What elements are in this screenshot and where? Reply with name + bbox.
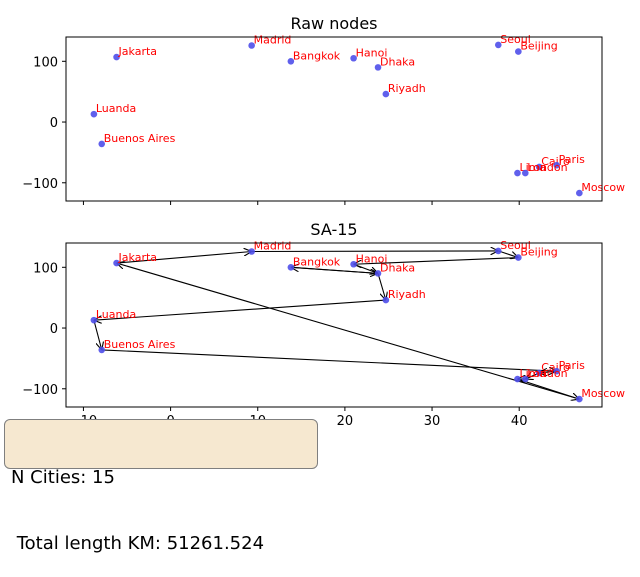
city-label: Luanda [96,102,136,115]
x-tick-label: 30 [424,414,441,429]
route-segment [251,251,499,252]
city-point [374,270,382,277]
city-label: Moscow [581,181,625,194]
city-point [287,57,295,65]
y-tick-label: 0 [50,116,58,131]
city-point [576,189,583,197]
city-point [515,48,522,55]
y-tick-label: 100 [33,261,58,276]
city-point [350,260,357,268]
raw-nodes-panel: Raw nodes −100 0 100 Madrid Jakarta Bangkok Han… [22,14,625,205]
total-length-text: Total length KM: 51261.524 [11,533,265,554]
city-label: London [527,161,567,174]
route-segment [116,252,252,264]
city-point [553,367,560,375]
axes-frame [65,36,603,202]
chart-title: Raw nodes [290,14,377,33]
city-label: London [527,367,567,380]
city-label: Dhaka [380,261,415,274]
city-label: Hanoi [356,252,388,265]
city-point [98,346,106,354]
figure: Raw nodes −100 0 100 Madrid Jakarta Bangkok Han… [22,14,625,429]
x-tick-label: 40 [511,414,528,429]
city-point [287,263,295,271]
route-segment [94,299,386,320]
city-label: Buenos Aires [104,338,176,351]
city-point [553,161,560,169]
city-point [514,169,521,177]
route-segment [354,257,519,265]
info-box: N Cities: 15 Total length KM: 51261.524 [4,419,318,554]
city-point [113,53,120,61]
y-tick-label: −100 [22,177,58,192]
n-cities-text: N Cities: 15 [11,467,115,488]
city-point [90,110,98,118]
city-label: Cairo [541,155,570,168]
city-point [522,375,529,383]
city-point [515,254,522,261]
city-label: Madrid [254,34,292,47]
city-label: Jakarta [118,251,157,264]
city-point [535,369,543,377]
city-point [98,140,106,148]
city-point [514,375,521,383]
city-label: Riyadh [388,82,426,95]
city-point [522,169,529,177]
city-label: Beijing [520,40,557,53]
city-label: Buenos Aires [104,132,176,145]
y-tick-label: −100 [22,383,58,398]
city-label: Madrid [254,240,292,253]
city-point [113,259,120,267]
city-label: Hanoi [356,46,388,59]
city-label: Luanda [96,308,136,321]
y-tick-label: 0 [50,322,58,337]
city-label: Moscow [581,387,625,400]
city-label: Dhaka [380,55,415,68]
x-tick-label: 20 [337,414,354,429]
route-segment [101,349,557,371]
city-label: Paris [559,359,585,372]
city-label: Bangkok [293,49,341,62]
route-segment [498,250,518,258]
city-point [382,296,390,304]
city-point [382,90,390,98]
city-point [494,247,502,255]
city-point [248,42,255,49]
route-segment [117,263,580,400]
city-point [374,64,382,71]
y-tick-label: 100 [33,55,58,70]
city-point [350,54,357,62]
city-label: Riyadh [388,288,426,301]
city-label: Bangkok [293,255,341,268]
city-label: Jakarta [118,45,157,58]
route-segment [377,273,386,300]
city-label: Seoul [500,239,531,252]
city-label: Seoul [500,33,531,46]
city-point [535,163,543,171]
axes-frame [65,242,603,408]
city-point [576,395,583,403]
city-point [90,316,98,324]
sa-route-panel: SA-15−10010203040−1000100MadridJakartaBa… [22,220,625,429]
route-segment [93,320,102,350]
city-label: Cairo [541,361,570,374]
route-segment [290,266,378,273]
city-label: Beijing [520,246,557,259]
chart-title: SA-15 [310,220,357,239]
city-point [494,41,502,49]
city-label: Paris [559,153,585,166]
city-point [248,248,255,255]
